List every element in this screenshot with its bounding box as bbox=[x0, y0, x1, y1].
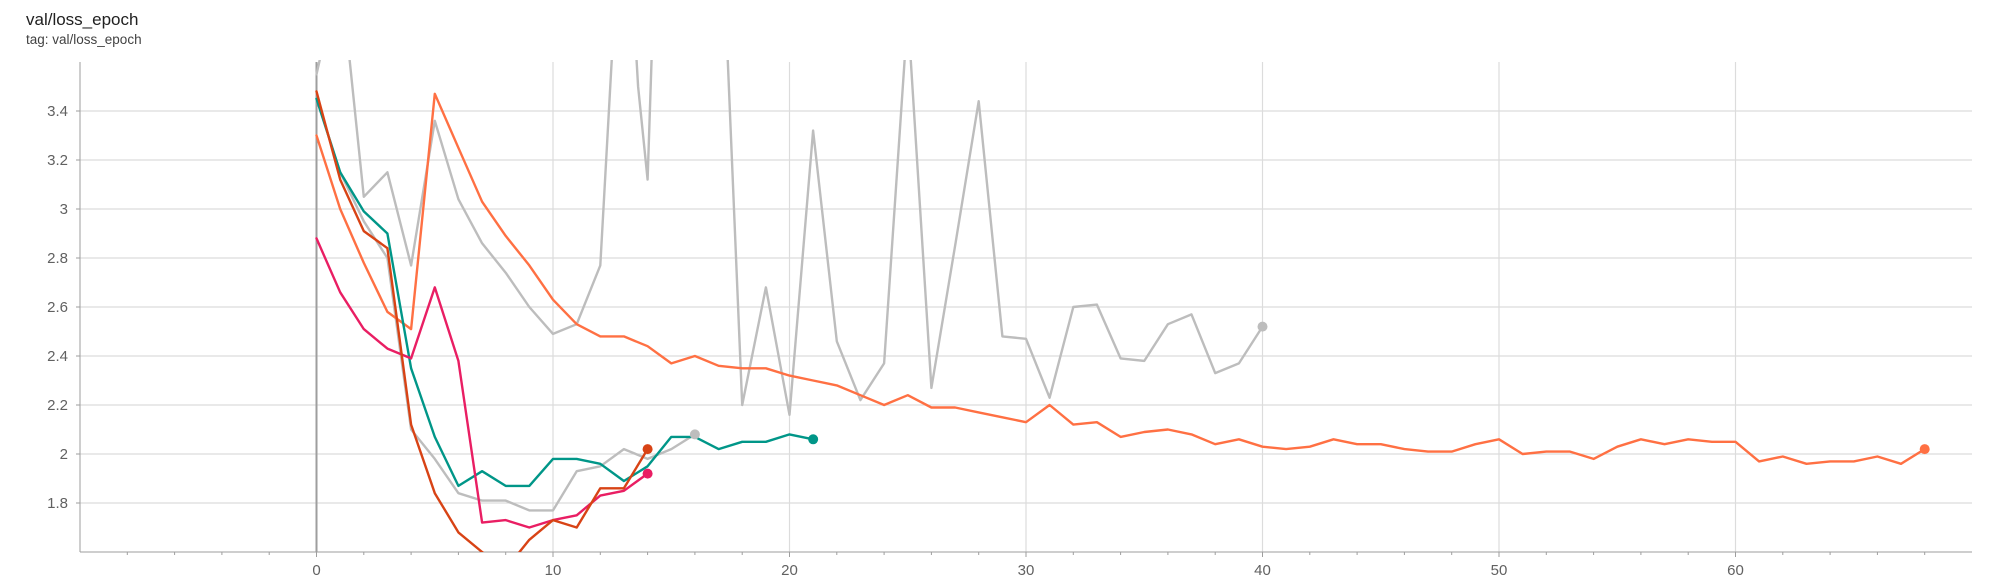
series-end-point-1[interactable] bbox=[689, 429, 700, 440]
y-tick-label: 2.2 bbox=[47, 397, 68, 414]
x-tick-label: 50 bbox=[1491, 562, 1508, 579]
series-line-4 bbox=[315, 237, 649, 529]
y-tick-label: 2 bbox=[60, 446, 68, 463]
series-end-point-5[interactable] bbox=[642, 444, 653, 455]
x-tick-label: 20 bbox=[781, 562, 798, 579]
series-line-1 bbox=[315, 97, 697, 512]
x-tick-label: 40 bbox=[1254, 562, 1271, 579]
y-tick-label: 3.2 bbox=[47, 152, 68, 169]
series-end-point-3[interactable] bbox=[808, 434, 819, 445]
y-tick-label: 3.4 bbox=[47, 103, 68, 120]
x-tick-label: 30 bbox=[1018, 562, 1035, 579]
y-tick-label: 2.4 bbox=[47, 348, 68, 365]
series-line-5 bbox=[315, 90, 649, 552]
y-tick-label: 1.8 bbox=[47, 495, 68, 512]
chart-title: val/loss_epoch bbox=[26, 10, 139, 29]
x-tick-label: 10 bbox=[545, 562, 562, 579]
y-tick-label: 2.8 bbox=[47, 250, 68, 267]
series-end-point-4[interactable] bbox=[642, 468, 653, 479]
series-end-point-2[interactable] bbox=[1919, 444, 1930, 455]
y-tick-label: 3 bbox=[60, 201, 68, 218]
chart-tag: tag: val/loss_epoch bbox=[26, 32, 142, 47]
series-line-3 bbox=[315, 97, 815, 488]
x-tick-label: 0 bbox=[312, 562, 320, 579]
series-group bbox=[315, 60, 1926, 552]
series-line-2 bbox=[315, 92, 1926, 465]
series-line-0 bbox=[315, 60, 1264, 416]
series-end-point-0[interactable] bbox=[1257, 321, 1268, 332]
x-tick-label: 60 bbox=[1727, 562, 1744, 579]
y-tick-label: 2.6 bbox=[47, 299, 68, 316]
